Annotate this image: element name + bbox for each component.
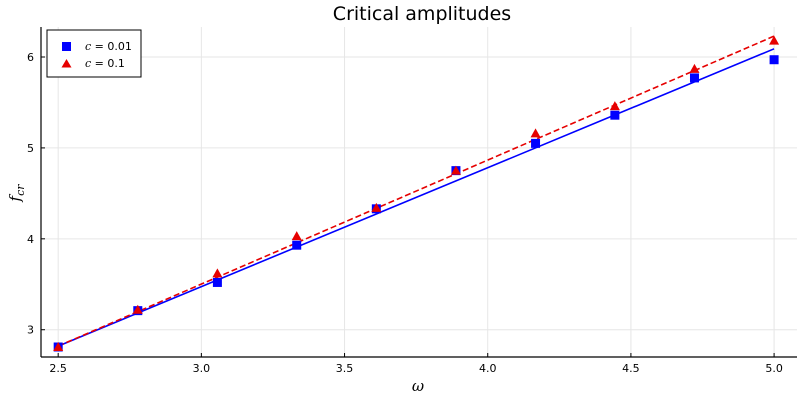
point-series-0: [212, 277, 222, 287]
tick-labels: 2.5 3.0 3.5 4.0 4.5 5.0 3 4 5 6: [27, 51, 783, 375]
fit-line-series-1: [57, 35, 775, 347]
point-series-0: [531, 138, 541, 148]
y-tick-label: 3: [27, 324, 34, 337]
svg-text:fcr: fcr: [6, 184, 27, 203]
y-axis-label-sub: cr: [14, 184, 27, 196]
grid: [41, 27, 797, 357]
point-series-1: [212, 268, 223, 278]
point-series-1: [530, 128, 541, 138]
x-tick-label: 3.0: [193, 362, 211, 375]
point-series-0: [689, 73, 699, 83]
legend-marker-triangle: [61, 59, 72, 68]
axes-frame: [40, 27, 797, 358]
y-tick-label: 6: [27, 51, 34, 64]
point-series-1: [769, 35, 780, 45]
legend-entry-c01: c = 0.1: [85, 57, 125, 70]
legend-marker-square: [62, 42, 71, 51]
point-series-1: [450, 165, 461, 175]
point-series-1: [291, 231, 302, 241]
point-series-1: [689, 63, 700, 73]
legend-entry-c001: c = 0.01: [85, 40, 132, 53]
x-axis-label: ω: [412, 377, 424, 395]
chart-title: Critical amplitudes: [333, 3, 511, 25]
y-tick-label: 5: [27, 142, 34, 155]
point-series-1: [371, 202, 382, 212]
x-tick-label: 5.0: [765, 362, 783, 375]
point-series-1: [609, 101, 620, 111]
y-tick-label: 4: [27, 233, 34, 246]
legend-box: [46, 29, 142, 78]
x-tick-label: 2.5: [49, 362, 67, 375]
point-series-0: [769, 55, 779, 65]
point-series-0: [292, 240, 302, 250]
point-series-1: [53, 342, 64, 351]
point-series-0: [610, 110, 620, 120]
fit-lines: [57, 35, 775, 347]
point-series-1: [132, 304, 143, 314]
x-tick-label: 4.5: [622, 362, 640, 375]
legend: c = 0.01 c = 0.1: [46, 29, 142, 78]
data-points: [53, 35, 780, 352]
y-axis-label: fcr: [6, 184, 27, 203]
x-tick-label: 4.0: [479, 362, 497, 375]
x-tick-label: 3.5: [336, 362, 354, 375]
y-axis-label-main: f: [6, 193, 24, 202]
fit-line-series-0: [57, 48, 775, 347]
